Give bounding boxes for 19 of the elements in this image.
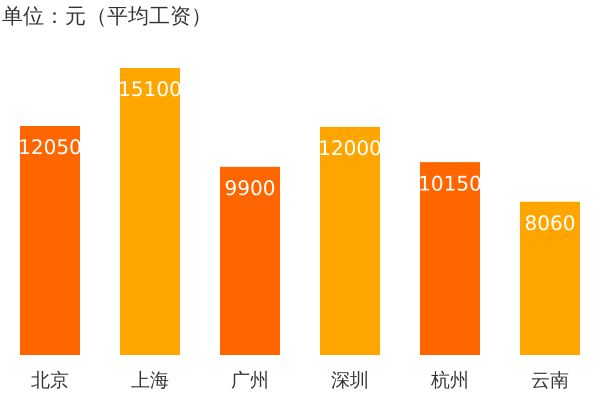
chart-title: 单位：元（平均工资） xyxy=(2,3,212,30)
data-label: 9900 xyxy=(224,176,276,200)
data-label: 10150 xyxy=(418,171,482,196)
data-label: 12050 xyxy=(18,135,82,160)
x-tick-label: 广州 xyxy=(231,369,269,392)
bar xyxy=(320,126,380,355)
data-label: 12000 xyxy=(318,136,382,160)
x-tick-label: 云南 xyxy=(531,369,569,392)
x-tick-label: 上海 xyxy=(131,369,169,392)
data-label: 8060 xyxy=(524,211,576,236)
x-tick-label: 北京 xyxy=(31,369,69,392)
data-label: 15100 xyxy=(118,77,182,102)
bar xyxy=(120,68,180,355)
x-tick-label: 杭州 xyxy=(430,369,469,392)
bar xyxy=(220,166,280,355)
bar xyxy=(20,126,80,355)
x-tick-label: 深圳 xyxy=(331,369,369,392)
bar xyxy=(420,162,480,355)
bar xyxy=(520,202,580,355)
